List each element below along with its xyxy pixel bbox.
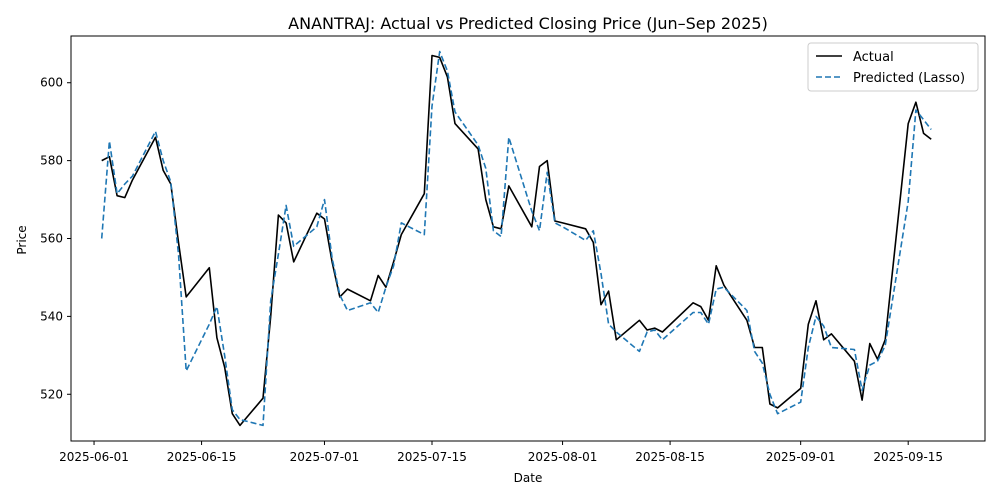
y-axis-label: Price: [15, 225, 29, 254]
legend: Actual Predicted (Lasso): [807, 42, 979, 92]
legend-label-1: Predicted (Lasso): [853, 71, 965, 86]
series-line-0: [101, 54, 932, 427]
x-tick-label: 2025-07-15: [397, 450, 467, 464]
series-line-1: [100, 50, 932, 427]
y-tick-label: 580: [40, 154, 63, 168]
x-tick-label: 2025-08-15: [635, 450, 705, 464]
series-layer: [100, 50, 932, 427]
x-tick-label: 2025-07-01: [290, 450, 360, 464]
x-tick-label: 2025-08-01: [528, 450, 598, 464]
legend-box: [807, 42, 979, 92]
x-tick-label: 2025-06-01: [59, 450, 129, 464]
y-tick-label: 520: [40, 387, 63, 401]
y-axis: 520 540 560 580 600: [40, 76, 71, 401]
x-tick-label: 2025-06-15: [167, 450, 237, 464]
legend-label-0: Actual: [853, 50, 894, 65]
x-tick-label: 2025-09-15: [873, 450, 943, 464]
chart-title: ANANTRAJ: Actual vs Predicted Closing Pr…: [288, 14, 768, 33]
x-axis: 2025-06-01 2025-06-15 2025-07-01 2025-07-15…: [59, 441, 943, 464]
y-tick-label: 540: [40, 309, 63, 323]
y-tick-label: 560: [40, 232, 63, 246]
x-axis-label: Date: [514, 471, 543, 485]
y-tick-label: 600: [40, 76, 63, 90]
x-tick-label: 2025-09-01: [766, 450, 836, 464]
plot-frame: [70, 35, 986, 442]
